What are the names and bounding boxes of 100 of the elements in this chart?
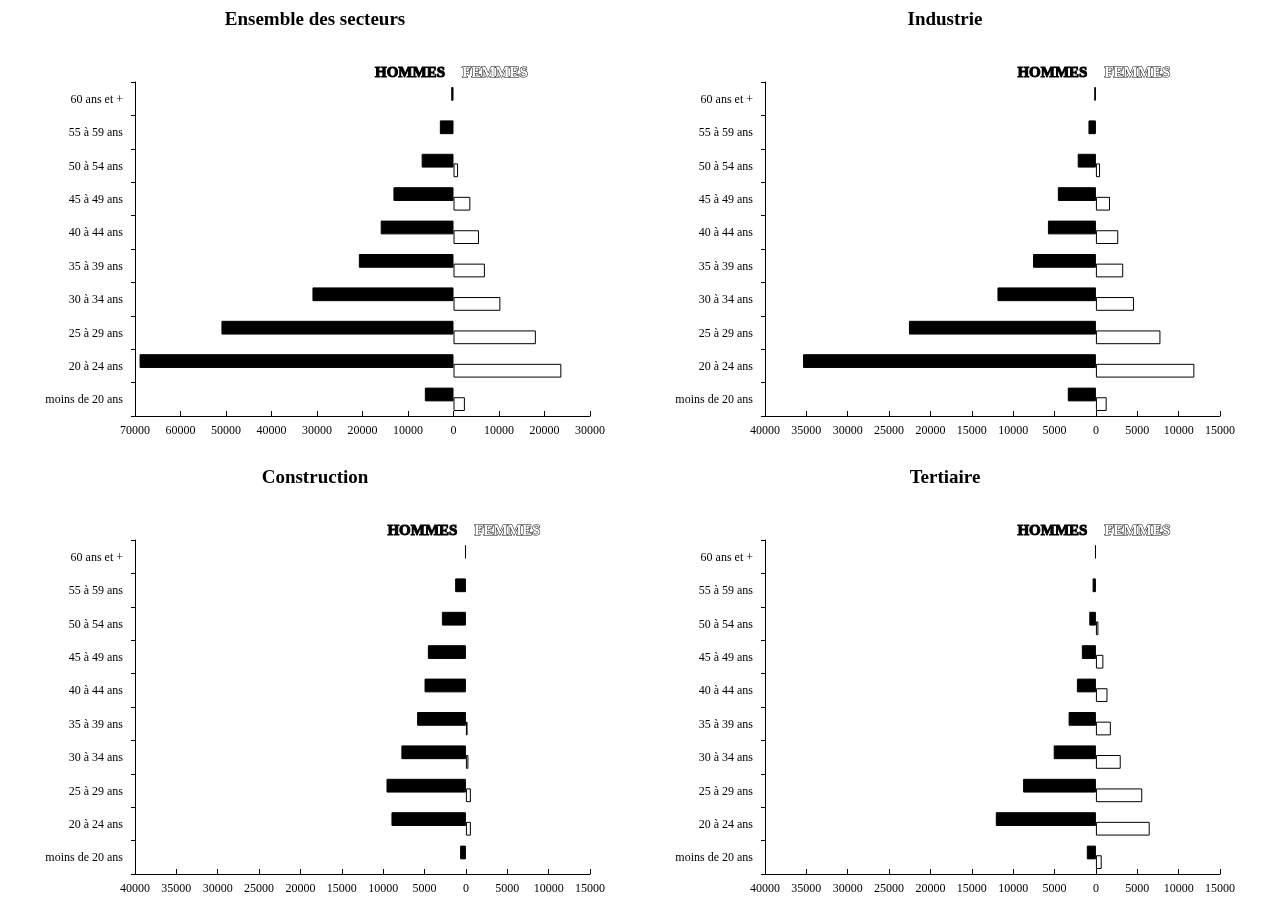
x-tick-label: 0: [462, 881, 469, 895]
y-tick-label: 40 à 44 ans: [68, 683, 124, 698]
x-tick-label: 10000: [1163, 881, 1194, 895]
y-tick-label: 20 à 24 ans: [698, 816, 754, 831]
y-tick-label: 30 à 34 ans: [698, 750, 754, 765]
chart-title: Tertiaire: [909, 466, 981, 487]
x-tick-label: 15000: [1205, 881, 1235, 895]
y-tick-label: 20 à 24 ans: [68, 358, 124, 373]
y-tick-label: 50 à 54 ans: [698, 158, 754, 173]
text: FEMMES: [1104, 64, 1171, 80]
y-tick-label: 35 à 39 ans: [698, 258, 754, 273]
x-tick-label: 5000: [1042, 881, 1067, 895]
text: FEMMES: [462, 64, 528, 80]
x-tick-label: 0: [1092, 881, 1099, 895]
y-tick-label: 40 à 44 ans: [698, 225, 754, 240]
x-tick-label: 5000: [1125, 423, 1150, 437]
y-tick-label: 40 à 44 ans: [68, 225, 124, 240]
y-tick-label: 60 ans et +: [700, 549, 754, 564]
y-tick-label: moins de 20 ans: [675, 850, 754, 865]
y-tick-label: moins de 20 ans: [675, 392, 754, 407]
x-tick-label: 30000: [302, 423, 332, 437]
series-label: HOMMES: [1017, 64, 1088, 80]
text: FEMMES: [1104, 522, 1171, 538]
y-tick-label: moins de 20 ans: [45, 392, 124, 407]
y-tick-label: 60 ans et +: [70, 549, 124, 564]
chart-title: Ensemble des secteurs: [224, 8, 406, 29]
y-tick-label: 55 à 59 ans: [68, 125, 124, 140]
y-tick-label: 50 à 54 ans: [68, 616, 124, 631]
y-tick-label: 50 à 54 ans: [698, 616, 754, 631]
bar: [1088, 120, 1096, 135]
x-tick-label: 5000: [412, 881, 437, 895]
series-label: HOMMES: [1017, 522, 1088, 538]
bar: [439, 120, 454, 135]
y-tick-label: 40 à 44 ans: [698, 683, 754, 698]
x-tick-label: 20000: [529, 423, 560, 437]
x-tick-label: 20000: [915, 881, 946, 895]
y-tick-label: 30 à 34 ans: [68, 292, 124, 307]
y-tick-label: 50 à 54 ans: [68, 158, 124, 173]
x-tick-label: 40000: [120, 881, 150, 895]
x-tick-label: 30000: [575, 423, 605, 437]
x-tick-label: 40000: [750, 881, 780, 895]
x-tick-label: 10000: [533, 881, 564, 895]
x-tick-label: 15000: [956, 423, 987, 437]
x-tick-label: 15000: [1205, 423, 1235, 437]
text: FEMMES: [474, 522, 541, 538]
y-tick-label: 20 à 24 ans: [698, 358, 754, 373]
series-label: HOMMES: [375, 64, 445, 80]
chart-title: Construction: [261, 466, 369, 487]
y-tick-label: 55 à 59 ans: [68, 583, 124, 598]
y-tick-label: 35 à 39 ans: [698, 716, 754, 731]
bar: [1092, 578, 1096, 593]
y-tick-label: 25 à 29 ans: [68, 325, 124, 340]
y-tick-label: 35 à 39 ans: [68, 716, 124, 731]
x-tick-label: 35000: [791, 423, 822, 437]
x-tick-label: 25000: [874, 423, 905, 437]
x-tick-label: 35000: [161, 881, 192, 895]
x-tick-label: 25000: [244, 881, 275, 895]
x-tick-label: 10000: [393, 423, 423, 437]
x-tick-label: 70000: [120, 423, 150, 437]
x-tick-label: 50000: [211, 423, 241, 437]
x-tick-label: 10000: [998, 881, 1029, 895]
y-tick-label: 60 ans et +: [700, 91, 754, 106]
x-tick-label: 15000: [956, 881, 987, 895]
x-tick-label: 15000: [575, 881, 605, 895]
x-tick-label: 35000: [791, 881, 822, 895]
y-tick-label: 55 à 59 ans: [698, 125, 754, 140]
x-tick-label: 10000: [998, 423, 1029, 437]
x-tick-label: 20000: [915, 423, 946, 437]
x-tick-label: 5000: [495, 881, 520, 895]
y-tick-label: 45 à 49 ans: [698, 191, 754, 206]
x-tick-label: 40000: [750, 423, 780, 437]
y-tick-label: 20 à 24 ans: [68, 816, 124, 831]
x-tick-label: 10000: [368, 881, 399, 895]
x-tick-label: 20000: [285, 881, 316, 895]
y-tick-label: 45 à 49 ans: [68, 649, 124, 664]
y-tick-label: 30 à 34 ans: [698, 292, 754, 307]
x-tick-label: 40000: [256, 423, 287, 437]
y-tick-label: 60 ans et +: [70, 91, 124, 106]
x-tick-label: 30000: [832, 881, 863, 895]
y-tick-label: 30 à 34 ans: [68, 750, 124, 765]
x-tick-label: 0: [1092, 423, 1099, 437]
series-label: HOMMES: [387, 522, 458, 538]
x-tick-label: 25000: [874, 881, 905, 895]
x-tick-label: 0: [450, 423, 457, 437]
x-tick-label: 20000: [347, 423, 378, 437]
y-tick-label: 45 à 49 ans: [68, 191, 124, 206]
y-tick-label: 25 à 29 ans: [698, 783, 754, 798]
x-tick-label: 10000: [1163, 423, 1194, 437]
x-tick-label: 30000: [202, 881, 233, 895]
y-tick-label: 45 à 49 ans: [698, 649, 754, 664]
y-tick-label: 35 à 39 ans: [68, 258, 124, 273]
x-tick-label: 5000: [1042, 423, 1067, 437]
chart-title: Industrie: [907, 8, 983, 29]
x-tick-label: 30000: [832, 423, 863, 437]
x-tick-label: 5000: [1125, 881, 1150, 895]
y-tick-label: 25 à 29 ans: [68, 783, 124, 798]
y-tick-label: 25 à 29 ans: [698, 325, 754, 340]
x-tick-label: 60000: [165, 423, 196, 437]
y-tick-label: moins de 20 ans: [45, 850, 124, 865]
x-tick-label: 10000: [484, 423, 514, 437]
